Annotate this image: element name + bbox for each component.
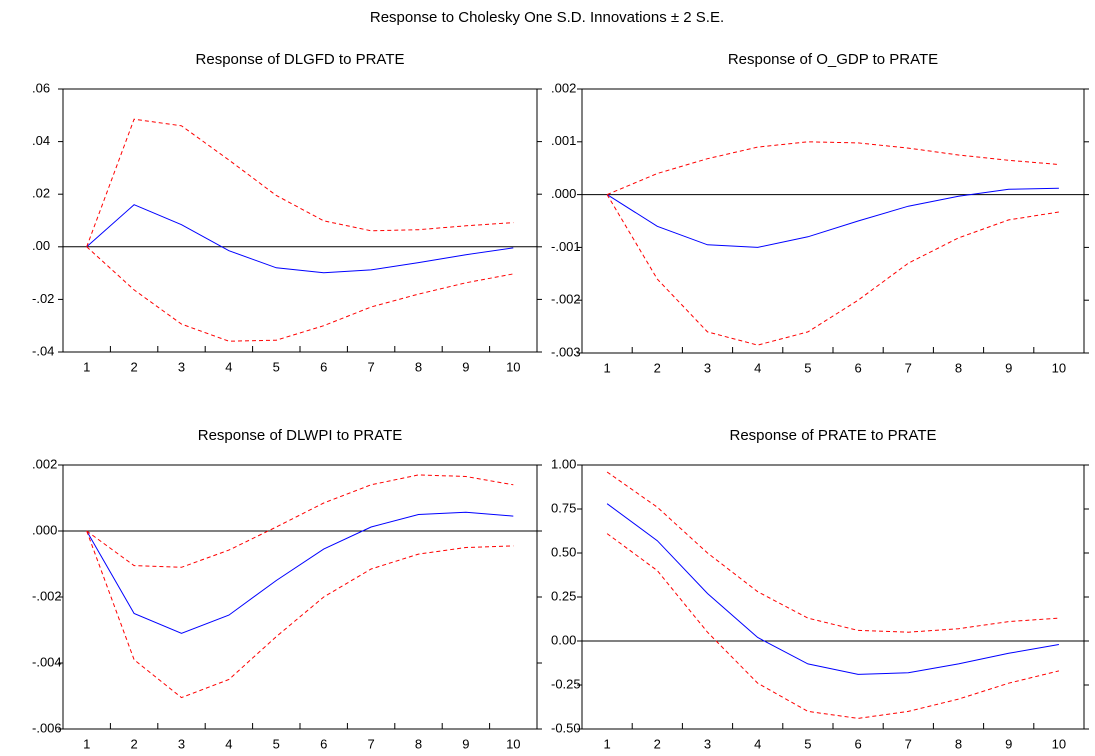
panel-title: Response of PRATE to PRATE: [729, 427, 936, 444]
x-tick-label: 6: [320, 359, 327, 374]
y-tick-label: 0.00: [551, 632, 576, 647]
x-tick-label: 2: [130, 359, 137, 374]
y-tick-label: 0.50: [551, 544, 576, 559]
y-tick-label: .02: [32, 186, 50, 201]
y-tick-label: 1.00: [551, 456, 576, 471]
y-tick-label: -.006: [32, 720, 62, 735]
x-tick-label: 7: [905, 360, 912, 375]
y-tick-label: -.004: [32, 654, 62, 669]
x-tick-label: 7: [367, 359, 374, 374]
x-tick-label: 8: [955, 360, 962, 375]
series-line: [606, 471, 1059, 633]
y-tick-label: .002: [551, 80, 576, 95]
x-tick-label: 1: [603, 360, 610, 375]
x-tick-label: 2: [654, 736, 661, 751]
y-tick-label: .000: [32, 522, 57, 537]
x-tick-label: 3: [178, 359, 185, 374]
x-tick-label: 5: [804, 360, 811, 375]
plot-frame: [62, 88, 538, 353]
y-tick-label: -.002: [551, 292, 581, 307]
x-tick-label: 6: [854, 736, 861, 751]
y-tick-label: -.001: [551, 239, 581, 254]
x-tick-label: 9: [462, 359, 469, 374]
x-tick-label: 10: [506, 736, 520, 751]
series-line: [86, 474, 514, 568]
x-tick-label: 4: [225, 736, 232, 751]
y-tick-label: -.003: [551, 344, 581, 359]
x-tick-label: 8: [955, 736, 962, 751]
x-tick-label: 4: [225, 359, 232, 374]
plot-frame: [581, 464, 1085, 730]
x-tick-label: 10: [1052, 360, 1066, 375]
y-tick-label: .04: [32, 133, 50, 148]
x-tick-label: 8: [415, 736, 422, 751]
series-line: [606, 141, 1059, 196]
x-tick-label: 2: [654, 360, 661, 375]
x-tick-label: 10: [506, 359, 520, 374]
y-tick-label: -.002: [32, 588, 62, 603]
x-tick-label: 9: [1005, 736, 1012, 751]
x-tick-label: 10: [1052, 736, 1066, 751]
plot-frame: [62, 464, 538, 730]
x-tick-label: 7: [905, 736, 912, 751]
series-line: [86, 511, 514, 634]
x-tick-label: 1: [603, 736, 610, 751]
series-line: [606, 533, 1060, 719]
y-tick-label: -0.50: [551, 720, 581, 735]
x-tick-label: 7: [367, 736, 374, 751]
y-tick-label: -.02: [32, 291, 54, 306]
x-tick-label: 6: [854, 360, 861, 375]
y-tick-label: .06: [32, 80, 50, 95]
x-tick-label: 6: [320, 736, 327, 751]
panel-title: Response of O_GDP to PRATE: [728, 51, 938, 68]
y-tick-label: .00: [32, 238, 50, 253]
chart-title: Response to Cholesky One S.D. Innovation…: [370, 9, 724, 26]
x-tick-label: 9: [462, 736, 469, 751]
series-line: [606, 194, 1059, 346]
x-tick-label: 8: [415, 359, 422, 374]
series-line: [606, 187, 1059, 248]
x-tick-label: 1: [83, 736, 90, 751]
panel-title: Response of DLGFD to PRATE: [196, 51, 405, 68]
x-tick-label: 5: [273, 359, 280, 374]
plot-frame: [581, 88, 1085, 354]
x-tick-label: 2: [130, 736, 137, 751]
y-tick-label: 0.25: [551, 588, 576, 603]
y-tick-label: .002: [32, 456, 57, 471]
x-tick-label: 5: [804, 736, 811, 751]
y-tick-label: -0.25: [551, 676, 581, 691]
series-line: [606, 503, 1059, 675]
y-tick-label: -.04: [32, 343, 54, 358]
series-line: [86, 118, 514, 247]
x-tick-label: 5: [273, 736, 280, 751]
x-tick-label: 3: [704, 360, 711, 375]
series-line: [86, 246, 514, 342]
x-tick-label: 9: [1005, 360, 1012, 375]
x-tick-label: 4: [754, 360, 761, 375]
x-tick-label: 3: [178, 736, 185, 751]
y-tick-label: 0.75: [551, 500, 576, 515]
x-tick-label: 4: [754, 736, 761, 751]
panel-title: Response of DLWPI to PRATE: [198, 427, 403, 444]
series-line: [86, 530, 514, 699]
y-tick-label: .000: [551, 186, 576, 201]
x-tick-label: 1: [83, 359, 90, 374]
x-tick-label: 3: [704, 736, 711, 751]
y-tick-label: .001: [551, 133, 576, 148]
series-line: [86, 204, 514, 274]
